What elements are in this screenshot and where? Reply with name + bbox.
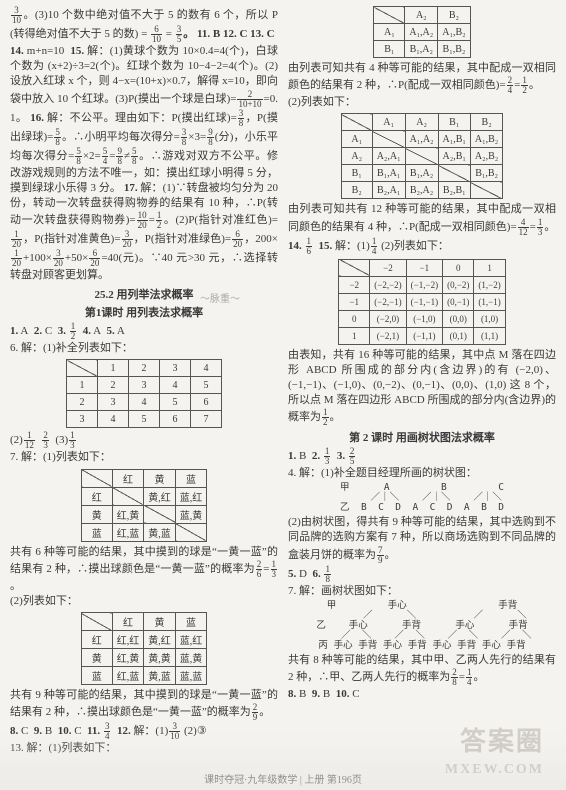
page-root: 310。(3)10 个数中绝对值不大于 5 的数有 6 个，所以 P(转得绝对值… (0, 0, 566, 790)
table-4: A₂B₂ A₁A₁,A₂A₁,B₂ B₁B₁,A₂B₁,B₂ (373, 6, 470, 58)
q13-answer-1: 由列表可知共有 4 种等可能的结果，其中配成一双相同颜色的结果有 2 种，∴P(… (288, 61, 556, 95)
q4-answer: (2)由树状图，得共有 9 种等可能的结果，其中选购到不同品牌的选购方案有 7 … (288, 515, 556, 564)
answers-1-5: 1. A 2. C 3. 12 4. A 5. A (10, 322, 278, 341)
para-1: 310。(3)10 个数中绝对值不大于 5 的数有 6 个，所以 P(转得绝对值… (10, 6, 278, 44)
q14-15: 14. 16 15. 解：(1)14 (2)列表如下： (288, 237, 556, 256)
frac: 310 (11, 6, 22, 25)
answers-8-10b: 8. B 9. B 10. C (288, 687, 556, 702)
q7-intro: 7. 解：(1)列表如下： (10, 450, 278, 465)
answers-11-13: 。 11. B 12. C 13. C (183, 28, 274, 40)
q13-intro: 13. 解：(1)列表如下： (10, 741, 278, 756)
q7b-answer: 共有 8 种等可能的结果，其中甲、乙两人先行的结果有 2 种，∴甲、乙两人先行的… (288, 653, 556, 687)
table-1: 1234 12345 23456 34567 (66, 359, 222, 428)
q7-answer-2: 共有 9 种等可能的结果，其中摸到的球是“一黄一蓝”的结果有 2 种，∴摸出球颜… (10, 688, 278, 722)
q15-answer: 由表知，共有 16 种等可能的结果，其中点 M 落在四边形 AB­CD 所围成的… (288, 348, 556, 428)
q13-answer-2: 由列表可知共有 12 种等可能的结果，其中配成一双相同颜色的结果有 4 种，∴P… (288, 202, 556, 236)
lesson-heading-2: 第 2 课时 用画树状图法求概率 (288, 429, 556, 445)
table-2: 红黄蓝 红黄,红蓝,红 黄红,黄蓝,黄 蓝红,蓝黄,蓝 (81, 469, 208, 542)
para-2: 14. m+n=10 15. 解：(1)黄球个数为 10×0.4=4(个)，白球… (10, 44, 278, 283)
answers-8-12: 8. C 9. B 10. C 11. 34 12. 解：(1)310 (2)③ (10, 722, 278, 741)
answers-1-3b: 1. B 2. 13 3. 25 (288, 447, 556, 466)
q7-intro-2: (2)列表如下： (10, 594, 278, 609)
frac: 610 (151, 25, 162, 44)
handwritten-scribble: ～脉重～ (200, 290, 240, 305)
table-6: −2−101 −2(−2,−2)(−1,−2)(0,−2)(1,−2) −1(−… (338, 259, 505, 345)
tree-diagram-1: 甲 A B C ／｜＼ ／｜＼ ／｜＼ 乙 B C D A C D A B D (288, 483, 556, 513)
q13-intro-2: (2)列表如下： (288, 95, 556, 110)
tree-diagram-2: 甲 手心 手背 ／ ＼ ／ ＼ 乙 手心 手背 手心 手背 ／ ＼ ／ ＼ ／ … (288, 601, 556, 651)
page-footer: 课时夺冠·九年级数学 | 上册 第196页 (0, 771, 566, 786)
q7b-intro: 7. 解：画树状图如下： (288, 584, 556, 599)
lesson-heading-1: 第1课时 用列表法求概率 (10, 304, 278, 320)
frac: 35 (176, 25, 183, 44)
two-column-flow: 310。(3)10 个数中绝对值不大于 5 的数有 6 个，所以 P(转得绝对值… (10, 6, 556, 764)
q4-intro: 4. 解：(1)补全题目经理所画的树状图： (288, 466, 556, 481)
text: = (163, 28, 175, 40)
answers-5-6b: 5. D 6. 18 (288, 565, 556, 584)
q6-intro: 6. 解：(1)补全列表如下： (10, 341, 278, 356)
q6-answers: (2)112 23 (3)13 (10, 431, 278, 450)
q7-answer-1: 共有 6 种等可能的结果，其中摸到的球是“一黄一蓝”的结果有 2 种，∴摸出球颜… (10, 545, 278, 594)
table-3: 红黄蓝 红红,红黄,红蓝,红 黄红,黄黄,黄蓝,黄 蓝红,蓝黄,蓝蓝,蓝 (81, 612, 208, 685)
table-5: A₁A₂B₁B₂ A₁A₁,A₂A₁,B₁A₁,B₂ A₂A₂,A₁A₂,B₁A… (341, 113, 504, 199)
